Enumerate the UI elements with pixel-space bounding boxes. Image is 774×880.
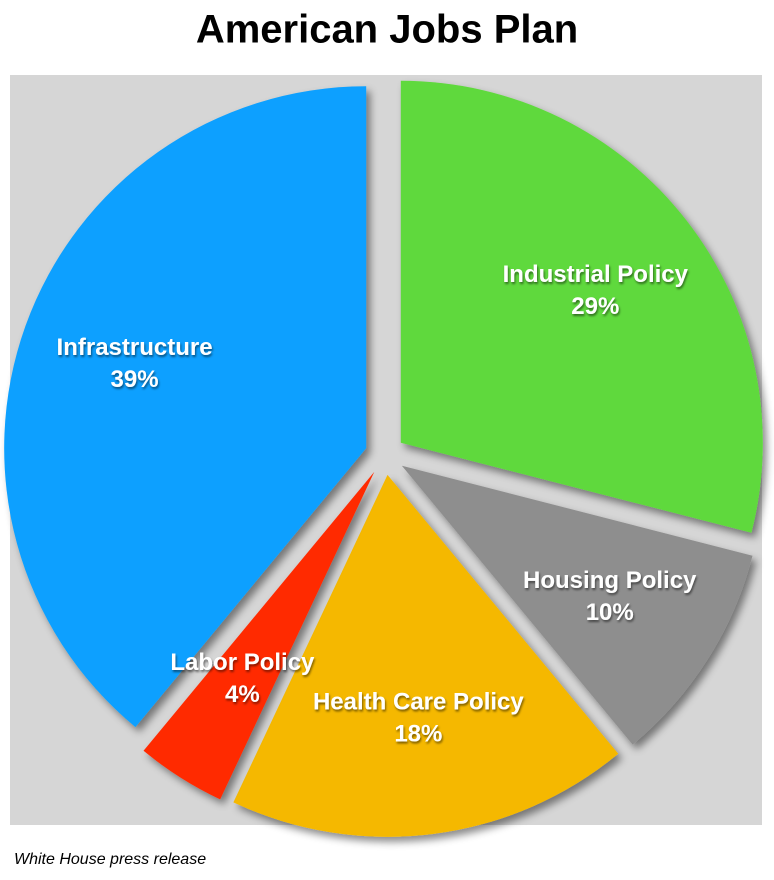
slice-label: Labor Policy (170, 649, 315, 676)
pie-slice (4, 86, 367, 728)
slice-value-label: 29% (571, 293, 619, 320)
slice-label: Housing Policy (523, 567, 697, 594)
pie-slice (143, 471, 375, 800)
slice-label: Health Care Policy (313, 688, 524, 715)
slice-value-label: 18% (394, 720, 442, 747)
slice-value-label: 39% (111, 366, 159, 393)
slice-value-label: 4% (225, 681, 260, 708)
pie (4, 80, 763, 837)
source-note: White House press release (14, 851, 206, 868)
pie-slice (400, 80, 763, 533)
chart-title: American Jobs Plan (196, 8, 578, 52)
slice-value-label: 10% (586, 599, 634, 626)
slice-label: Industrial Policy (503, 261, 689, 288)
slice-label: Infrastructure (57, 334, 213, 361)
pie-slice (233, 474, 619, 837)
pie-labels: Industrial Policy 29% Housing Policy 10% Hea… (57, 261, 698, 747)
pie-slice (401, 465, 753, 745)
